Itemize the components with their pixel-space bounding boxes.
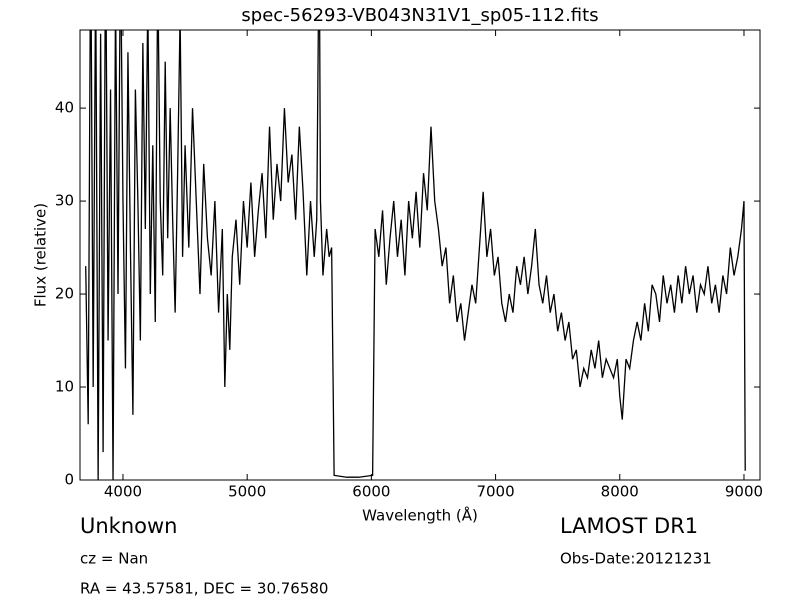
y-tick-label: 10	[55, 378, 74, 396]
annotation: cz = Nan	[80, 550, 148, 568]
x-tick-label: 8000	[601, 483, 639, 501]
spectrum-line	[85, 30, 746, 480]
annotation: Obs-Date:20121231	[560, 550, 712, 568]
x-tick-label: 7000	[476, 483, 514, 501]
x-tick-label: 5000	[228, 483, 266, 501]
x-tick-label: 4000	[104, 483, 142, 501]
y-tick-label: 0	[64, 471, 74, 489]
chart-title: spec-56293-VB043N31V1_sp05-112.fits	[241, 5, 598, 26]
y-tick-label: 30	[55, 192, 74, 210]
x-tick-label: 6000	[352, 483, 390, 501]
y-tick-label: 20	[55, 285, 74, 303]
annotation: Unknown	[80, 514, 177, 538]
x-tick-label: 9000	[725, 483, 763, 501]
annotation: RA = 43.57581, DEC = 30.76580	[80, 580, 328, 598]
annotation: LAMOST DR1	[560, 514, 698, 538]
plot-frame	[79, 29, 761, 481]
x-axis-label: Wavelength (Å)	[362, 506, 478, 525]
y-tick-label: 40	[55, 99, 74, 117]
y-axis-label: Flux (relative)	[32, 203, 50, 307]
